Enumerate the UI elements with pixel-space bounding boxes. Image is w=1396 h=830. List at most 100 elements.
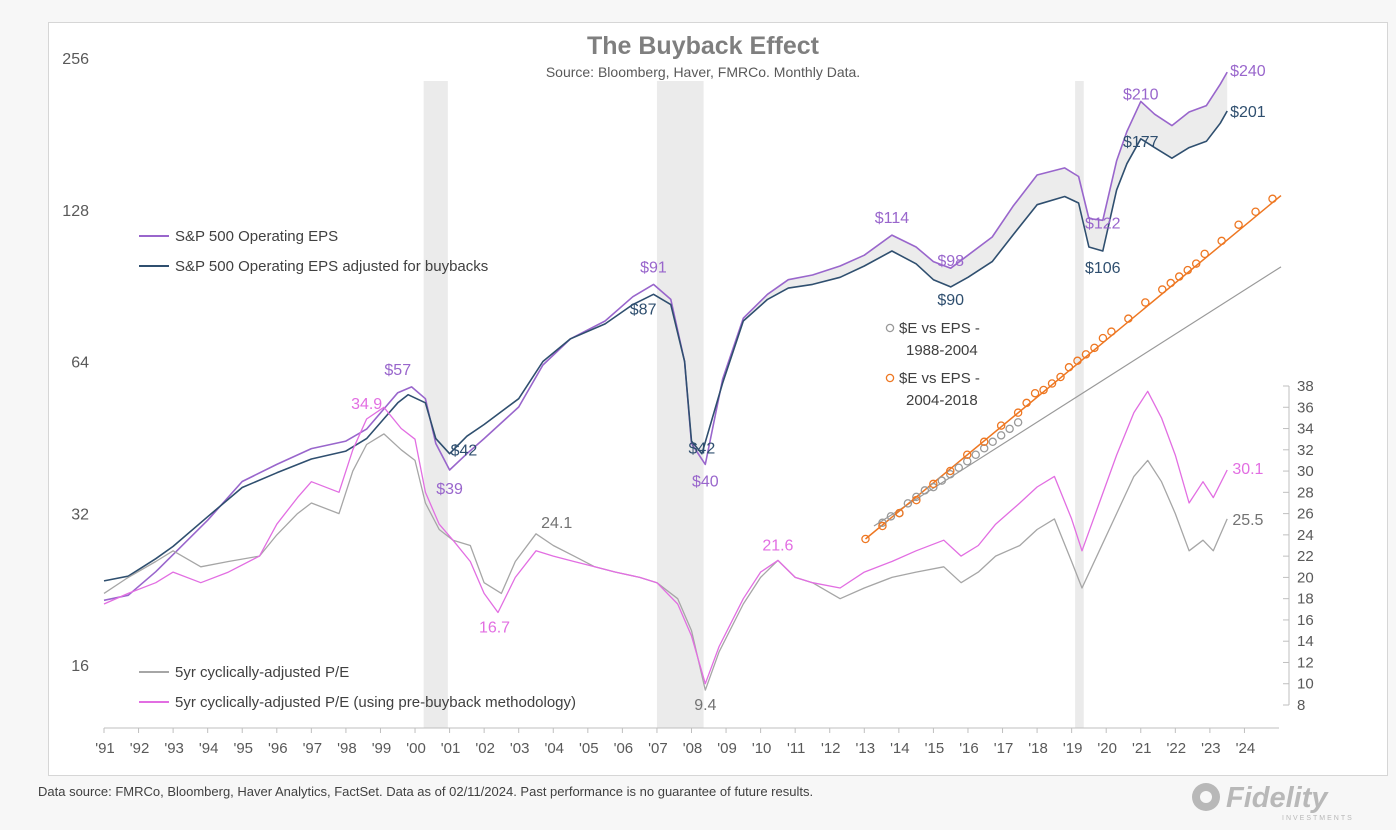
value-label: $106 — [1085, 260, 1121, 277]
scatter-point-late — [1030, 388, 1040, 398]
y-right-tick-label: 28 — [1297, 484, 1314, 501]
x-tick-label: '18 — [1028, 740, 1048, 757]
y-right-tick-label: 34 — [1297, 421, 1314, 438]
x-tick-label: '05 — [579, 740, 599, 757]
scatter-point-early — [903, 499, 913, 508]
scatter-point-late — [1039, 385, 1048, 395]
series-line-cape_pre — [103, 390, 1228, 685]
y-right-tick-label: 30 — [1297, 463, 1314, 480]
fit-line-early — [873, 266, 1282, 527]
y-right-tick-label: 12 — [1297, 654, 1314, 671]
legend-label: 5yr cyclically-adjusted P/E (using pre-b… — [175, 694, 576, 711]
scatter-point-late — [861, 534, 870, 544]
scatter-point-late — [1217, 236, 1226, 246]
x-tick-label: '08 — [683, 740, 703, 757]
value-label: $122 — [1085, 215, 1121, 232]
x-tick-label: '92 — [130, 740, 150, 757]
scatter-inset: $E vs EPS - 1988-2004 $E vs EPS - 2004-2018 — [861, 194, 1282, 544]
x-tick-label: '21 — [1132, 740, 1152, 757]
chart-subtitle: Source: Bloomberg, Haver, FMRCo. Monthly… — [546, 64, 860, 80]
x-tick-label: '09 — [717, 740, 737, 757]
eps-gap-area — [743, 72, 1228, 321]
scatter-point-late — [1098, 333, 1108, 343]
inset-legend-marker-scatter_early — [885, 323, 895, 333]
y-right-tick-label: 24 — [1297, 527, 1314, 544]
scatter-point-late — [1081, 350, 1091, 359]
inset-legend-marker-scatter_late — [885, 373, 895, 383]
y-right-tick-label: 32 — [1297, 442, 1314, 459]
scatter-point-late — [962, 450, 972, 460]
scatter-point-late — [1124, 314, 1133, 323]
scatter-point-early — [920, 486, 930, 495]
recession-band — [656, 81, 704, 728]
scatter-point-early — [996, 431, 1006, 440]
scatter-point-early — [946, 469, 955, 479]
scatter-point-early — [979, 444, 989, 453]
x-tick-label: '24 — [1236, 740, 1256, 757]
x-tick-label: '00 — [406, 740, 426, 757]
value-label: $57 — [384, 362, 411, 379]
y-right-tick-label: 20 — [1297, 569, 1314, 586]
scatter-point-early — [878, 518, 887, 528]
x-tick-label: '91 — [95, 740, 115, 757]
x-tick-label: '03 — [510, 740, 530, 757]
scatter-point-late — [1013, 408, 1023, 417]
value-label: $177 — [1123, 134, 1159, 151]
recession-bands — [423, 81, 1084, 728]
y-right-tick-label: 10 — [1297, 676, 1314, 693]
x-tick-label: '12 — [821, 740, 841, 757]
scatter-point-late — [996, 421, 1006, 430]
x-tick-label: '95 — [233, 740, 253, 757]
x-tick-label: '22 — [1167, 740, 1187, 757]
y-right-tick-label: 38 — [1297, 378, 1314, 395]
annotations: $57 $39 $42 $91 $87 $42 $40 $114 $98 $90 $122 $106 $… — [351, 63, 1266, 714]
y-right-tick-label: 14 — [1297, 633, 1314, 650]
x-tick-label: '94 — [199, 740, 219, 757]
scatter-point-late — [1107, 327, 1116, 336]
eps-gap-band — [743, 72, 1228, 321]
inset-legend-label-2: 1988-2004 — [906, 342, 978, 359]
value-label: $40 — [692, 473, 719, 490]
scatter-point-early — [954, 463, 964, 472]
x-tick-label: '93 — [164, 740, 184, 757]
x-tick-label: '02 — [475, 740, 495, 757]
value-label: $87 — [630, 301, 657, 318]
y-right-tick-label: 16 — [1297, 612, 1314, 629]
inset-legend-label-2: 2004-2018 — [906, 392, 978, 409]
scatter-point-late — [1047, 379, 1057, 388]
value-label: $240 — [1230, 63, 1266, 80]
scatter-point-early — [912, 492, 921, 502]
value-label: 24.1 — [541, 515, 572, 532]
series-line-cape — [103, 433, 1228, 691]
x-tick-label: '06 — [614, 740, 634, 757]
scatter-point-late — [1022, 398, 1031, 408]
y-right-tick-label: 8 — [1297, 697, 1305, 714]
legend-label: S&P 500 Operating EPS — [175, 228, 338, 245]
y-left-tick-label: 64 — [71, 355, 89, 372]
value-label: $42 — [689, 441, 716, 458]
value-label: 30.1 — [1232, 461, 1263, 478]
y-right-tick-label: 18 — [1297, 591, 1314, 608]
scatter-point-early — [929, 482, 938, 492]
scatter-point-late — [1073, 356, 1082, 366]
scatter-point-late — [1174, 272, 1184, 281]
scatter-point-late — [1234, 220, 1243, 229]
recession-band — [1075, 81, 1084, 728]
chart-frame: '91 '92 '93 '94 '95 '96 '97 '98 '99 '00 '01 '02 '03 '… — [48, 22, 1388, 776]
value-label: 34.9 — [351, 396, 382, 413]
x-tick-label: '15 — [925, 740, 945, 757]
scatter-point-late — [1200, 249, 1209, 259]
x-tick-label: '17 — [994, 740, 1014, 757]
scatter-point-early — [937, 476, 947, 485]
logo-text: Fidelity — [1226, 782, 1329, 814]
inset-legend-label: $E vs EPS - — [899, 320, 980, 337]
legend-label: 5yr cyclically-adjusted P/E — [175, 664, 349, 681]
x-tick-label: '23 — [1201, 740, 1221, 757]
scatter-point-early — [988, 437, 997, 447]
value-label: 21.6 — [762, 537, 793, 554]
y-right-tick-label: 22 — [1297, 548, 1314, 565]
footer-note: Data source: FMRCo, Bloomberg, Haver Ana… — [38, 784, 814, 799]
x-tick-label: '97 — [303, 740, 323, 757]
value-label: $39 — [436, 481, 463, 498]
scatter-point-late — [946, 466, 955, 476]
